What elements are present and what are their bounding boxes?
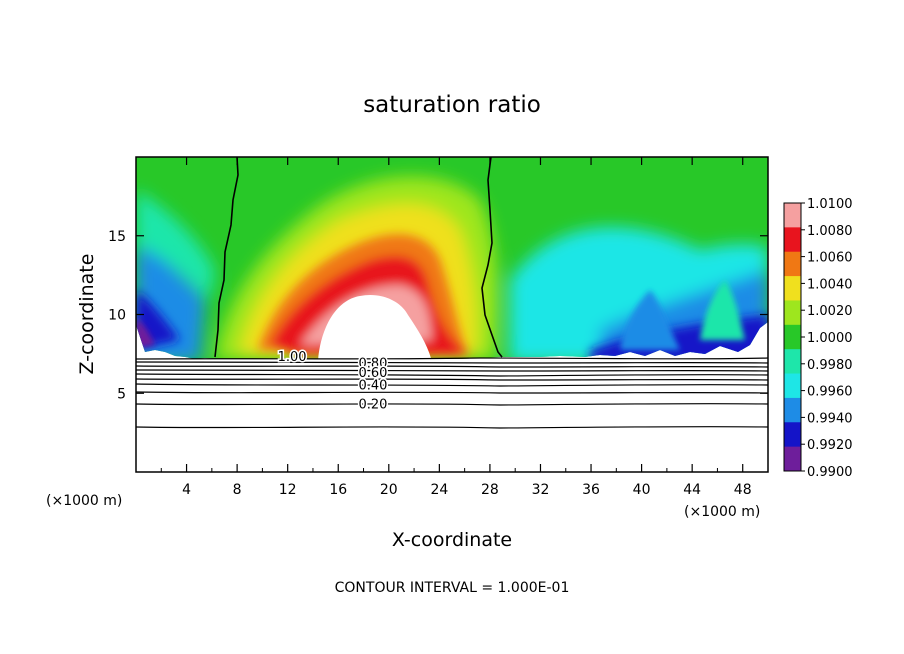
- isoline-030: [136, 391, 768, 394]
- colorbar-swatch: [784, 251, 801, 277]
- field-left-cyan: [136, 190, 215, 300]
- contour-label: 1.00: [278, 350, 307, 365]
- colorbar-swatch: [784, 373, 801, 399]
- isoline-080: [136, 365, 768, 368]
- contour-one-lines: [214, 157, 503, 358]
- colorbar-label: 1.0060: [807, 251, 853, 266]
- colorbar-swatch: [784, 300, 801, 326]
- y-tick-label: 15: [108, 229, 126, 245]
- colorbar-swatch: [784, 422, 801, 448]
- contour-label: 0.20: [358, 397, 387, 412]
- field-right-streak-blue: [620, 290, 680, 350]
- x-tick-label: 40: [633, 482, 651, 498]
- isoline-090: [136, 361, 768, 364]
- isoline-100: [136, 357, 768, 360]
- x-tick-label: 28: [481, 482, 499, 498]
- contour-one-left: [214, 157, 239, 358]
- contour-interval-note: CONTOUR INTERVAL = 1.000E-01: [335, 580, 570, 596]
- x-tick-label: 44: [683, 482, 701, 498]
- contour-label: 0.60: [358, 366, 387, 381]
- colorbar-label: 1.0080: [807, 224, 853, 239]
- x-tick-label: 24: [430, 482, 448, 498]
- chart-title: saturation ratio: [363, 92, 541, 118]
- colorbar-label: 1.0000: [807, 331, 853, 346]
- colorbar: 1.0100 1.0080 1.0060 1.0040 1.0020 1.0000 0.99…: [783, 197, 853, 480]
- colorbar-swatch: [784, 324, 801, 350]
- contour-labels: 1.00 0.800.600.40 0.20: [276, 349, 389, 414]
- x-axis-label: X-coordinate: [392, 529, 512, 551]
- x-tick-label: 36: [582, 482, 600, 498]
- x-tick-label: 8: [233, 482, 242, 498]
- colorbar-swatch: [784, 349, 801, 375]
- colorbar-label: 1.0100: [807, 197, 853, 212]
- y-axis: 5 10 15: [108, 229, 768, 402]
- colorbar-swatch: [784, 397, 801, 423]
- isoline-group: [136, 357, 768, 429]
- x-axis: 4 8 12 16 20 24 28 32 36 40 44 48: [160, 157, 752, 498]
- isoline-060: [136, 373, 768, 377]
- x-tick-label: 12: [279, 482, 297, 498]
- y-axis-label: Z-coordinate: [76, 254, 98, 375]
- contour-label: 0.40: [358, 378, 387, 393]
- isoline-020: [136, 402, 768, 406]
- x-tick-label: 16: [329, 482, 347, 498]
- colorbar-swatch: [784, 227, 801, 253]
- colorbar-label: 0.9960: [807, 385, 853, 400]
- x-tick-label: 20: [380, 482, 398, 498]
- colorbar-swatch: [784, 276, 801, 301]
- colorbar-label: 0.9900: [807, 465, 853, 480]
- isoline-010: [136, 425, 768, 429]
- y-tick-label: 5: [117, 386, 126, 402]
- colorbar-label: 0.9920: [807, 438, 853, 453]
- isoline-040: [136, 383, 768, 387]
- contour-one-right: [481, 157, 503, 358]
- contour-label: 0.80: [358, 356, 387, 371]
- isoline-050: [136, 378, 768, 381]
- colorbar-label: 1.0040: [807, 277, 853, 292]
- colorbar-label: 1.0020: [807, 304, 853, 319]
- colorbar-swatch: [784, 203, 801, 228]
- x-tick-label: 4: [182, 482, 191, 498]
- x-tick-label: 32: [532, 482, 550, 498]
- x-unit-right: (×1000 m): [684, 504, 760, 520]
- field-right-streak-cyan: [700, 280, 745, 340]
- x-unit-left: (×1000 m): [46, 493, 122, 509]
- saturation-field: [136, 157, 768, 359]
- colorbar-swatch: [784, 446, 801, 472]
- x-tick-label: 48: [734, 482, 752, 498]
- field-unsaturated-hole: [318, 295, 432, 359]
- colorbar-label: 0.9980: [807, 358, 853, 373]
- colorbar-label: 0.9940: [807, 411, 853, 426]
- y-tick-label: 10: [108, 308, 126, 324]
- isoline-070: [136, 369, 768, 372]
